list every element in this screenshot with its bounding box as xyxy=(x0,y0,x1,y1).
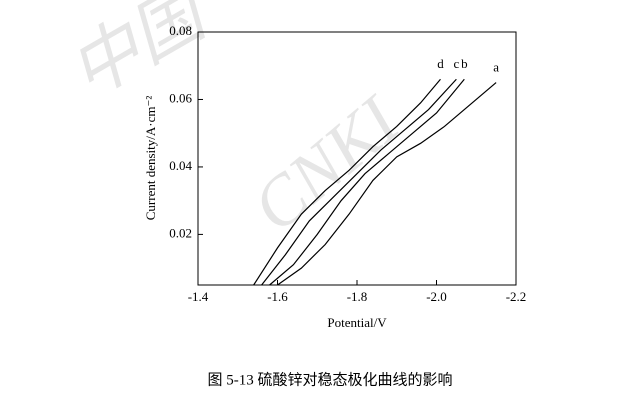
x-tick-label: -1.8 xyxy=(347,289,368,304)
series-label: a xyxy=(493,60,499,75)
y-axis-label: Current density/A·cm⁻² xyxy=(143,96,158,221)
y-tick-label: 0.04 xyxy=(169,158,192,173)
series-label: b xyxy=(461,56,468,71)
curve xyxy=(269,78,465,286)
x-tick-label: -2.2 xyxy=(506,289,527,304)
y-tick-label: 0.06 xyxy=(169,90,192,105)
curve xyxy=(253,78,441,286)
series-label: c xyxy=(453,56,459,71)
x-tick-label: -2.0 xyxy=(426,289,447,304)
series-label: d xyxy=(437,56,444,71)
y-tick-label: 0.02 xyxy=(169,225,192,240)
x-axis-label: Potential/V xyxy=(327,315,387,330)
x-tick-label: -1.6 xyxy=(267,289,288,304)
watermark: 中国 xyxy=(57,0,224,113)
curve xyxy=(277,82,497,286)
y-tick-label: 0.08 xyxy=(169,23,192,38)
curve xyxy=(261,78,457,286)
x-tick-label: -1.4 xyxy=(188,289,209,304)
caption: 图 5-13 硫酸锌对稳态极化曲线的影响 xyxy=(208,371,453,388)
